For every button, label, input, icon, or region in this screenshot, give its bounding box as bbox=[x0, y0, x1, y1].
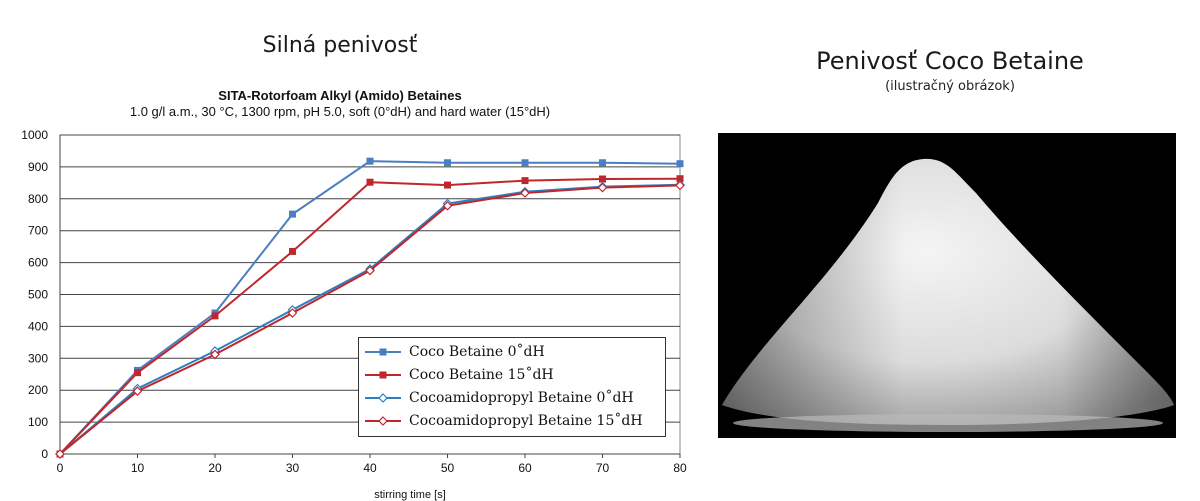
legend-swatch bbox=[365, 348, 401, 355]
x-axis-label: stirring time [s] bbox=[374, 489, 446, 501]
legend-item: Cocoamidopropyl Betaine 15˚dH bbox=[365, 409, 665, 432]
x-tick-label: 80 bbox=[673, 461, 687, 475]
data-point bbox=[134, 369, 141, 377]
data-point bbox=[444, 159, 451, 167]
foam-photo bbox=[718, 133, 1176, 438]
y-tick-label: 1000 bbox=[21, 128, 48, 142]
y-tick-label: 800 bbox=[28, 192, 48, 206]
y-tick-label: 300 bbox=[28, 351, 48, 365]
data-point bbox=[444, 181, 451, 189]
data-point bbox=[365, 265, 375, 276]
legend-swatch bbox=[365, 415, 401, 426]
legend-item: Cocoamidopropyl Betaine 0˚dH bbox=[365, 386, 665, 409]
chart-legend: Coco Betaine 0˚dH Coco Betaine 15˚dH Cocoa… bbox=[358, 337, 666, 437]
x-tick-label: 30 bbox=[286, 461, 300, 475]
legend-item: Coco Betaine 15˚dH bbox=[365, 363, 665, 386]
y-tick-label: 200 bbox=[28, 383, 48, 397]
series-4 bbox=[55, 180, 685, 459]
data-point bbox=[55, 449, 65, 459]
data-point bbox=[132, 386, 143, 397]
x-tick-label: 70 bbox=[596, 461, 610, 475]
left-heading: Silná penivosť bbox=[262, 33, 418, 58]
legend-label: Coco Betaine 0˚dH bbox=[409, 343, 545, 360]
data-point bbox=[599, 159, 606, 167]
chart-title: SITA-Rotorfoam Alkyl (Amido) Betaines bbox=[218, 88, 462, 103]
data-point bbox=[597, 182, 608, 193]
legend-swatch bbox=[365, 392, 401, 403]
data-point bbox=[366, 157, 374, 165]
legend-label: Cocoamidopropyl Betaine 15˚dH bbox=[409, 412, 643, 429]
y-tick-label: 100 bbox=[28, 415, 48, 429]
line-chart: 0 100 200 300 400 500 600 700 800 900 1000 0 10 20 30 4… bbox=[21, 128, 687, 501]
data-point bbox=[520, 188, 530, 198]
right-heading: Penivosť Coco Betaine bbox=[816, 47, 1084, 75]
data-point bbox=[289, 247, 296, 255]
x-tick-label: 20 bbox=[208, 461, 222, 475]
data-point bbox=[442, 200, 453, 211]
legend-item: Coco Betaine 0˚dH bbox=[365, 340, 665, 363]
legend-label: Cocoamidopropyl Betaine 0˚dH bbox=[409, 389, 634, 406]
x-tick-label: 60 bbox=[518, 461, 532, 475]
y-tick-label: 0 bbox=[41, 447, 48, 461]
y-tick-label: 500 bbox=[28, 288, 48, 302]
x-tick-label: 50 bbox=[441, 461, 455, 475]
y-tick-label: 400 bbox=[28, 319, 48, 333]
x-tick-label: 40 bbox=[363, 461, 377, 475]
data-point bbox=[676, 175, 684, 183]
y-tick-label: 700 bbox=[28, 224, 48, 238]
data-point bbox=[210, 349, 220, 360]
data-point bbox=[366, 178, 374, 186]
data-point bbox=[521, 177, 529, 185]
y-tick-label: 900 bbox=[28, 160, 48, 174]
right-subheading: (ilustračný obrázok) bbox=[885, 79, 1015, 94]
x-tick-label: 0 bbox=[57, 461, 64, 475]
data-point bbox=[675, 180, 685, 191]
data-point bbox=[599, 175, 606, 183]
data-point bbox=[211, 312, 219, 320]
x-tick-label: 10 bbox=[131, 461, 145, 475]
data-point bbox=[289, 210, 296, 218]
data-point bbox=[676, 160, 684, 168]
chart-subtitle: 1.0 g/l a.m., 30 °C, 1300 rpm, pH 5.0, s… bbox=[129, 104, 551, 119]
legend-label: Coco Betaine 15˚dH bbox=[409, 366, 554, 383]
data-point bbox=[521, 159, 529, 167]
y-tick-label: 600 bbox=[28, 256, 48, 270]
legend-swatch bbox=[365, 371, 401, 378]
data-point bbox=[287, 308, 298, 318]
